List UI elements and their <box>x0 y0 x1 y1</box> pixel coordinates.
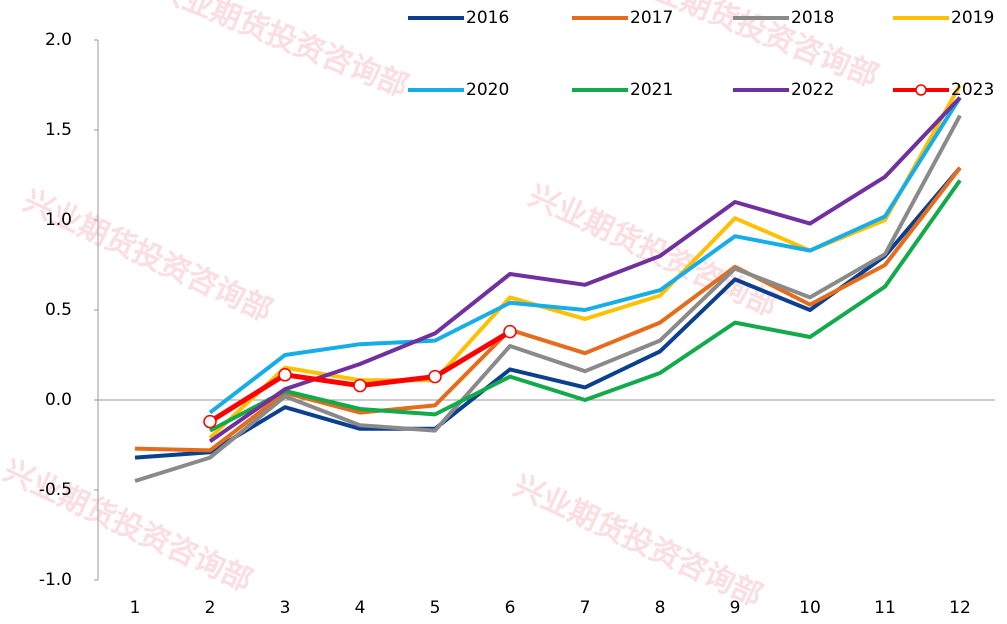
y-tick-label: 0.0 <box>45 390 72 410</box>
watermark: 兴业期货投资咨询部 <box>523 178 782 324</box>
x-tick-label: 7 <box>580 598 591 618</box>
y-tick-label: 1.5 <box>45 120 72 140</box>
x-tick-label: 8 <box>655 598 666 618</box>
legend-label: 2020 <box>466 80 509 100</box>
series-line <box>134 114 962 483</box>
x-tick-label: 4 <box>355 598 366 618</box>
x-tick-label: 9 <box>730 598 741 618</box>
x-tick-label: 3 <box>280 598 291 618</box>
series-line <box>208 84 962 440</box>
watermark: 兴业期货投资咨询部 <box>150 0 413 104</box>
y-tick-label: 2.0 <box>45 30 72 50</box>
legend-label: 2021 <box>630 80 673 100</box>
y-tick-label: -1.0 <box>39 570 72 590</box>
point <box>203 414 217 429</box>
y-tick-label: 0.5 <box>45 300 72 320</box>
series-line <box>208 96 962 415</box>
series-line <box>134 166 962 453</box>
legend-marker <box>915 84 927 96</box>
point <box>428 369 442 384</box>
legend-label: 2016 <box>466 8 509 28</box>
x-tick-label: 6 <box>505 598 516 618</box>
x-tick-label: 10 <box>799 598 821 618</box>
legend-label: 2017 <box>630 8 673 28</box>
legend-label: 2018 <box>791 8 834 28</box>
y-tick-label: -0.5 <box>39 480 72 500</box>
x-tick-label: 12 <box>949 598 971 618</box>
legend-label: 2022 <box>791 80 834 100</box>
point <box>503 324 517 339</box>
point <box>278 368 292 382</box>
x-tick-label: 1 <box>130 598 141 618</box>
x-tick-label: 11 <box>874 598 896 618</box>
series-line <box>208 96 962 444</box>
x-tick-label: 2 <box>205 598 216 618</box>
legend-label: 2019 <box>951 8 994 28</box>
legend-label: 2023 <box>951 80 994 100</box>
series-line <box>134 166 962 460</box>
y-tick-label: 1.0 <box>45 210 72 230</box>
point <box>353 378 367 393</box>
series-line <box>209 179 962 433</box>
watermark: 兴业期货投资咨询部 <box>508 468 767 614</box>
x-tick-label: 5 <box>430 598 441 618</box>
